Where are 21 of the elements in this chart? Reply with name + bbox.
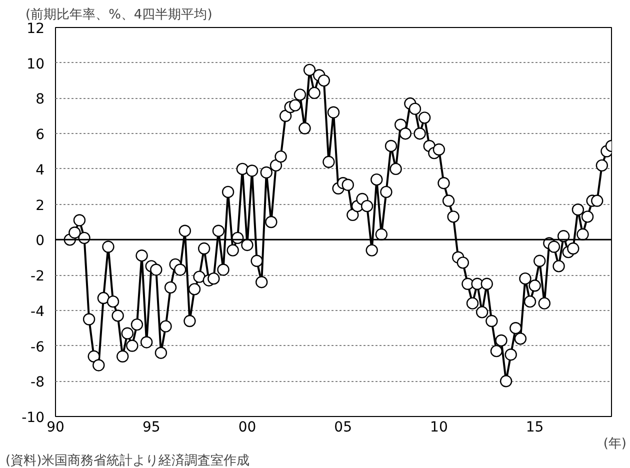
- y-tick-label: 12: [26, 21, 45, 37]
- x-tick-label: 05: [334, 420, 352, 436]
- x-axis-title: (年): [603, 436, 627, 452]
- y-tick-label: 2: [36, 198, 45, 214]
- y-tick-label: 4: [36, 162, 45, 178]
- chart-subtitle: (前期比年率、%、4四半期平均): [26, 6, 212, 22]
- x-tick-label: 95: [142, 420, 160, 436]
- x-tick-label: 00: [238, 420, 256, 436]
- y-tick-label: 10: [26, 56, 45, 72]
- y-tick-label: -10: [22, 410, 45, 426]
- text: (資料)米国商務省統計より経済調査室作成: [6, 452, 250, 468]
- x-tick-label: 90: [46, 420, 64, 436]
- y-tick-label: -4: [30, 304, 45, 320]
- y-tick-label: 8: [36, 92, 45, 108]
- y-tick-label: -2: [30, 268, 45, 285]
- x-tick-label: 15: [526, 420, 544, 436]
- y-tick-label: -6: [30, 339, 45, 356]
- y-tick-label: -8: [30, 374, 45, 391]
- x-tick-label: 10: [430, 420, 448, 436]
- y-tick-label: 0: [36, 233, 45, 250]
- y-tick-label: 6: [36, 127, 45, 144]
